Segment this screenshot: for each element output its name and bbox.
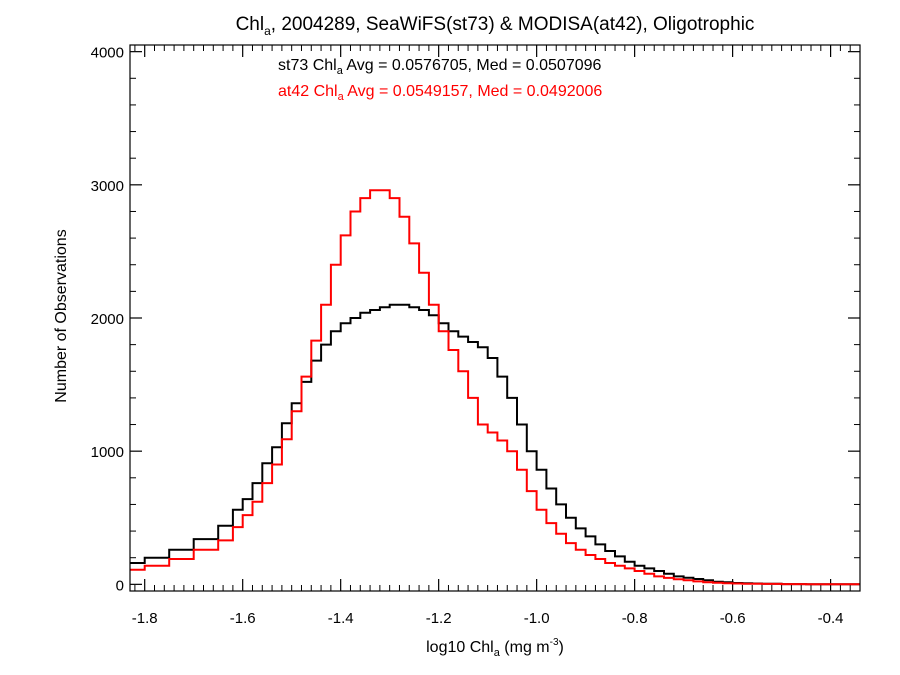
x-tick-label: -1.0 — [524, 610, 550, 627]
series-layer — [130, 189, 860, 586]
y-tick-label: 1000 — [91, 444, 124, 461]
plot-frame — [129, 44, 861, 592]
y-tick-label: 4000 — [91, 45, 124, 62]
x-tick-label: -0.4 — [818, 610, 844, 627]
annotation-st73: st73 Chla Avg = 0.0576705, Med = 0.05070… — [278, 57, 602, 77]
y-tick-label: 2000 — [91, 311, 124, 328]
x-tick-label: -1.2 — [426, 610, 452, 627]
x-tick-label: -1.4 — [328, 610, 354, 627]
y-tick-label: 3000 — [91, 178, 124, 195]
y-tick-label: 0 — [116, 577, 124, 594]
x-axis-label: log10 Chla (mg m-3) — [426, 637, 564, 659]
series-line-1 — [130, 189, 860, 586]
x-tick-label: -1.6 — [230, 610, 256, 627]
series-line-0 — [130, 303, 860, 586]
x-tick-label: -1.8 — [132, 610, 158, 627]
y-axis-label: Number of Observations — [53, 229, 70, 402]
annotation-at42: at42 Chla Avg = 0.0549157, Med = 0.04920… — [278, 83, 602, 103]
x-tick-label: -0.8 — [622, 610, 648, 627]
ticks-layer: -1.8 -1.6 -1.4 -1.2 -1.0 -0.8 -0.6 -0.4 0 1000 200… — [91, 45, 860, 627]
x-tick-label: -0.6 — [720, 610, 746, 627]
chart-title: Chla, 2004289, SeaWiFS(st73) & MODISA(at… — [236, 14, 755, 38]
